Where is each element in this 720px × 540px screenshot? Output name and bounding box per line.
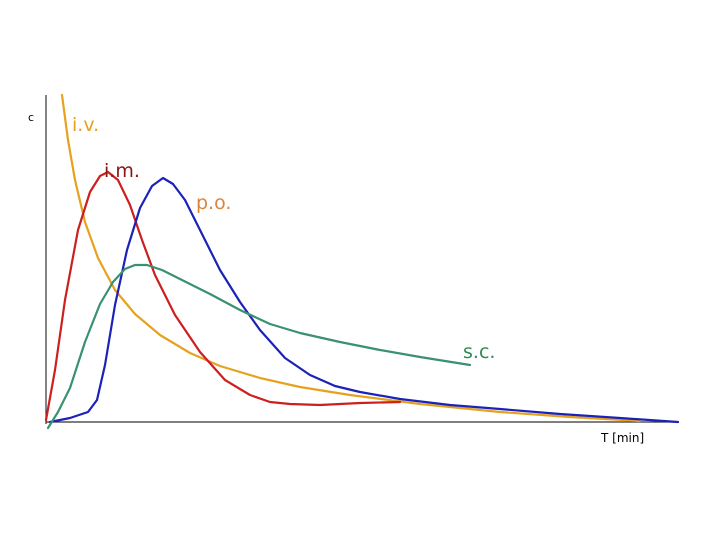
label-sc: s.c. <box>463 341 495 363</box>
label-im: i.m. <box>104 160 140 182</box>
label-iv: i.v. <box>72 114 99 136</box>
y-axis-label: c <box>28 111 34 124</box>
label-po: p.o. <box>196 192 231 214</box>
curve-sc <box>46 263 472 430</box>
x-axis-label: T [min] <box>600 431 644 445</box>
curve-po <box>48 176 680 424</box>
curve-iv <box>60 93 642 423</box>
curve-im <box>44 170 402 422</box>
